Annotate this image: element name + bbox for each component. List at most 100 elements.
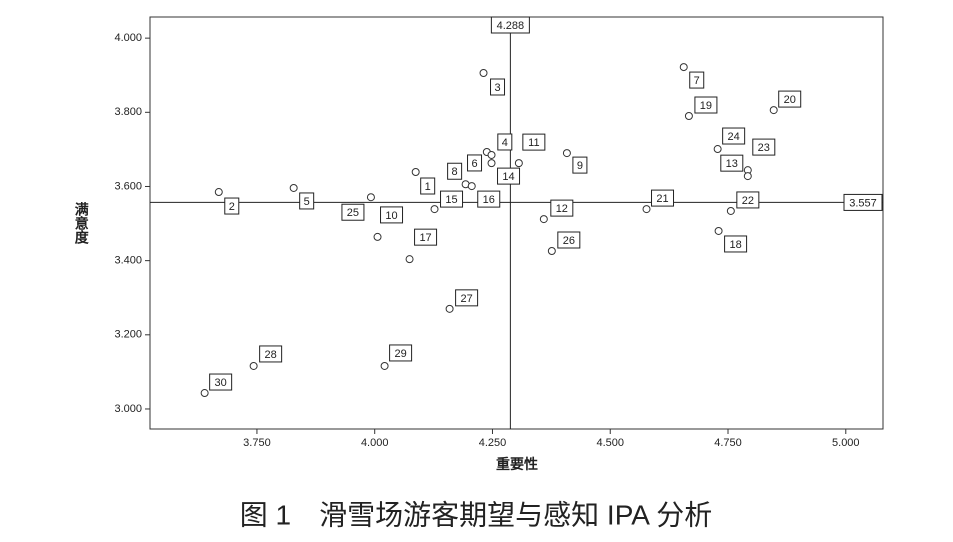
point <box>714 226 723 235</box>
reference-label-y: 3.557 <box>849 197 877 209</box>
point <box>562 149 571 158</box>
x-tick-label: 4.750 <box>714 437 742 449</box>
point-label: 27 <box>460 293 472 305</box>
point <box>200 389 209 398</box>
point <box>214 188 223 197</box>
point-label-box <box>477 190 501 208</box>
point <box>479 68 488 77</box>
point-label: 1 <box>425 181 431 193</box>
caption: 图 1 滑雪场游客期望与感知 IPA 分析 <box>240 499 712 530</box>
point-label: 30 <box>215 377 227 389</box>
point-label-box <box>455 289 479 307</box>
point-label-box <box>724 235 748 253</box>
point-label: 9 <box>577 160 583 172</box>
point-label: 17 <box>419 232 431 244</box>
point-label-box <box>299 192 315 210</box>
x-tick-label: 4.000 <box>361 437 389 449</box>
point-label-box <box>420 177 436 195</box>
point-label-box <box>722 127 746 145</box>
point-label: 28 <box>265 349 277 361</box>
point <box>539 215 548 224</box>
y-tick-label: 3.800 <box>114 106 142 118</box>
point-label-box <box>497 133 513 151</box>
point-label: 13 <box>726 158 738 170</box>
point <box>684 112 693 121</box>
point-label: 18 <box>729 239 741 251</box>
point-label: 12 <box>556 203 568 215</box>
point-label: 29 <box>394 348 406 360</box>
x-tick-label: 4.250 <box>479 437 507 449</box>
x-tick-label: 5.000 <box>832 437 860 449</box>
point <box>467 182 476 191</box>
point <box>642 205 651 214</box>
point <box>445 304 454 313</box>
point-label-box <box>572 156 588 174</box>
point-label: 4 <box>502 137 508 149</box>
point-label-box <box>550 199 574 217</box>
point-label-box <box>651 189 675 207</box>
point-label-box <box>380 206 404 224</box>
point-label: 5 <box>304 196 310 208</box>
y-tick-label: 3.600 <box>114 180 142 192</box>
point-label-box <box>224 197 240 215</box>
point-label-box <box>689 71 705 89</box>
point-label-box <box>557 231 581 249</box>
point-label: 10 <box>385 210 397 222</box>
point-label: 16 <box>483 194 495 206</box>
x-tick-label: 3.750 <box>243 437 271 449</box>
point <box>726 206 735 215</box>
point-label-box <box>497 167 521 185</box>
point <box>405 255 414 264</box>
point-label-box <box>467 154 483 172</box>
point-label-box <box>490 78 506 96</box>
point-label: 15 <box>445 194 457 206</box>
point-label: 8 <box>452 166 458 178</box>
point-label-box <box>752 138 776 156</box>
y-axis-label: 满意度 <box>73 201 89 245</box>
point <box>373 232 382 241</box>
point <box>679 63 688 72</box>
reference-label-x-box <box>490 16 530 34</box>
point-label-box <box>694 96 718 114</box>
point-label-box <box>259 345 283 363</box>
point-label: 19 <box>700 100 712 112</box>
point-label: 21 <box>656 193 668 205</box>
y-tick-label: 4.000 <box>114 32 142 44</box>
point-label: 20 <box>784 94 796 106</box>
y-tick-label: 3.200 <box>114 329 142 341</box>
point-label: 25 <box>347 207 359 219</box>
point-label-box <box>440 190 464 208</box>
point-label: 22 <box>742 195 754 207</box>
point <box>366 193 375 202</box>
point <box>713 145 722 154</box>
point-label: 6 <box>471 158 477 170</box>
reference-label-y-box <box>843 193 883 211</box>
x-axis-label: 重要性 <box>496 456 538 473</box>
point <box>289 183 298 192</box>
point <box>411 168 420 177</box>
point-label-box <box>447 162 463 180</box>
point <box>743 172 752 181</box>
point-label-box <box>209 373 233 391</box>
point <box>769 106 778 115</box>
point-label-box <box>736 191 760 209</box>
point-label: 7 <box>694 75 700 87</box>
point <box>430 205 439 214</box>
plot-area <box>149 16 884 430</box>
point-label-box <box>720 154 744 172</box>
point-label-box <box>778 90 802 108</box>
point-label: 26 <box>563 235 575 247</box>
point-label-box <box>522 133 546 151</box>
point <box>487 150 496 159</box>
point-label: 3 <box>494 82 500 94</box>
point-label: 14 <box>502 171 514 183</box>
point-label: 23 <box>758 142 770 154</box>
point <box>547 246 556 255</box>
y-tick-label: 3.000 <box>114 403 142 415</box>
x-tick-label: 4.500 <box>596 437 624 449</box>
point-label: 2 <box>229 201 235 213</box>
point-label-box <box>414 228 438 246</box>
point <box>380 361 389 370</box>
